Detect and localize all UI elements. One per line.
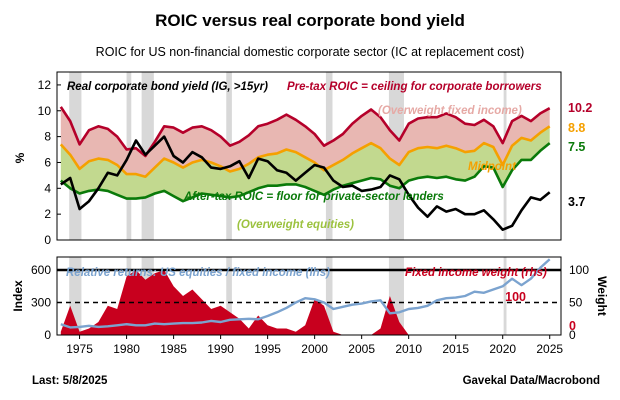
x-tick-label-2015: 2015 — [442, 342, 469, 356]
pretax-roic-line — [59, 106, 551, 158]
right-y-tick-label-100: 100 — [569, 263, 589, 277]
y-tick-label-6: 6 — [44, 155, 51, 169]
recession-band-bottom-6 — [503, 257, 507, 335]
y-tick-label-8: 8 — [44, 130, 51, 144]
bottom-frame — [56, 256, 562, 336]
bottom-end-label-100: 100 — [505, 290, 526, 304]
x-tick-label-1985: 1985 — [160, 342, 187, 356]
legend-fixed-income-weight: Fixed income weight (rhs) — [405, 267, 547, 279]
x-tick-label-2010: 2010 — [395, 342, 422, 356]
right-y-tick-label-50: 50 — [569, 296, 583, 310]
fixed-income-weight-area — [60, 270, 550, 335]
relative-returns-line-path — [60, 258, 551, 329]
top-frame — [56, 71, 562, 241]
aftertax-roic-line — [59, 142, 551, 203]
x-tick-label-1990: 1990 — [207, 342, 234, 356]
footer-source: Gavekal Data/Macrobond — [463, 375, 600, 387]
annotation-overweight-fixed-income: (Overweight fixed income) — [378, 105, 522, 117]
bottom-left-axis-label: Index — [11, 280, 25, 312]
annotation-pretax: Pre-tax ROIC = ceiling for corporate bor… — [287, 81, 542, 93]
y-tick-label-0: 0 — [44, 233, 51, 247]
recession-band-bottom-3 — [226, 257, 232, 335]
fill-overweight-equities — [60, 126, 550, 202]
x-tick-label-1995: 1995 — [254, 342, 281, 356]
annotation-overweight-equities: (Overweight equities) — [237, 219, 354, 231]
x-tick-label-2000: 2000 — [301, 342, 328, 356]
bottom-reference-lines — [57, 268, 561, 304]
right-y-tick-label-0: 0 — [569, 328, 576, 342]
top-fills — [60, 106, 550, 202]
y-tick-label-10: 10 — [38, 104, 52, 118]
relative-returns-line — [60, 258, 551, 329]
fill-overweight-fixed-income — [60, 106, 550, 177]
left-y-tick-label-300: 300 — [31, 296, 51, 310]
recession-band-bottom-4 — [325, 257, 333, 335]
bottom-end-label-0: 0 — [569, 319, 576, 333]
annotation-aftertax: After-tax ROIC = floor for private-secto… — [183, 191, 444, 203]
end-label-pretax: 10.2 — [568, 101, 592, 115]
x-tick-label-1975: 1975 — [66, 342, 93, 356]
top-lines — [59, 106, 551, 231]
chart-subtitle: ROIC for US non-financial domestic corpo… — [96, 45, 525, 59]
left-y-tick-label-0: 0 — [44, 328, 51, 342]
annotation-midpoint: Midpoint — [468, 161, 517, 173]
end-label-midpoint: 8.8 — [568, 121, 585, 135]
fixed-income-weight-fill — [60, 270, 550, 335]
end-label-aftertax: 7.5 — [568, 140, 585, 154]
legend-relative-returns: Relative returns: US equities / fixed in… — [66, 267, 330, 279]
top-panel: 0 2 4 6 8 10 12 % Real corporate bond yield (I… — [13, 71, 592, 247]
bottom-panel: 0 300 600 0 50 100 1975 1980 1985 1990 1995 2000 2… — [11, 256, 609, 356]
x-tick-label-1980: 1980 — [113, 342, 140, 356]
x-tick-label-2025: 2025 — [536, 342, 563, 356]
bottom-right-axis-label: Weight — [595, 276, 609, 316]
left-y-tick-label-600: 600 — [31, 263, 51, 277]
bottom-left-y-ticks: 0 300 600 — [31, 263, 51, 342]
midpoint-line — [59, 125, 551, 178]
top-y-axis-label: % — [13, 152, 27, 163]
footer-date: Last: 5/8/2025 — [32, 375, 108, 387]
y-tick-label-4: 4 — [44, 181, 51, 195]
annotation-bond-yield: Real corporate bond yield (IG, >15yr) — [67, 81, 268, 93]
x-axis-ticks: 1975 1980 1985 1990 1995 2000 2005 2010 2015 2020… — [66, 335, 563, 356]
bond-yield-line — [60, 135, 551, 231]
x-tick-label-2020: 2020 — [489, 342, 516, 356]
top-y-ticks: 0 2 4 6 8 10 12 — [38, 78, 61, 247]
x-tick-label-2005: 2005 — [348, 342, 375, 356]
y-tick-label-12: 12 — [38, 78, 52, 92]
y-tick-label-2: 2 — [44, 207, 51, 221]
end-label-bond-yield: 3.7 — [568, 195, 585, 209]
chart-title: ROIC versus real corporate bond yield — [155, 11, 465, 30]
bottom-right-y-ticks: 0 50 100 — [569, 263, 589, 342]
